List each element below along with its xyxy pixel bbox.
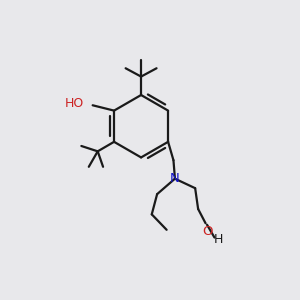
Text: O: O [202,225,212,238]
Text: H: H [213,233,223,246]
Text: N: N [170,172,180,185]
Text: HO: HO [65,97,84,110]
